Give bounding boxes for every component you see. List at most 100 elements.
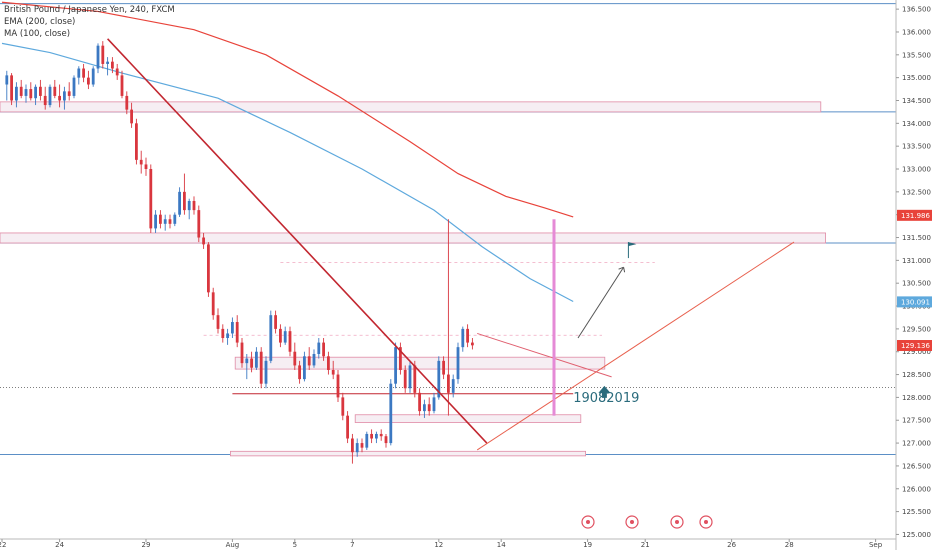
candle-body bbox=[365, 433, 369, 448]
candle-body bbox=[331, 369, 335, 375]
candle-body bbox=[437, 360, 441, 398]
price-tag bbox=[897, 340, 932, 352]
candle-body bbox=[226, 333, 229, 339]
candle-body bbox=[312, 354, 316, 366]
candle-body bbox=[399, 347, 402, 370]
candle-body bbox=[456, 347, 460, 380]
event-marker-dot-icon bbox=[586, 520, 590, 524]
candle-body bbox=[72, 77, 76, 96]
candlesticks bbox=[5, 41, 474, 464]
x-tick-label: Aug bbox=[226, 541, 240, 549]
candle-body bbox=[101, 45, 105, 64]
candle-body bbox=[211, 292, 215, 316]
candle-body bbox=[341, 397, 345, 416]
y-tick-label: 134.000 bbox=[902, 120, 931, 128]
price-axis: 125.000 125.500 126.000 126.500 127.000 127.5… bbox=[895, 0, 932, 550]
candle-body bbox=[39, 86, 42, 96]
candle-body bbox=[77, 68, 81, 78]
sr-zone bbox=[354, 414, 582, 423]
downtrend-line bbox=[107, 38, 488, 444]
candle-body bbox=[10, 75, 13, 101]
candle-body bbox=[58, 95, 61, 101]
projection-arrowhead bbox=[618, 266, 626, 273]
axis-background bbox=[896, 0, 932, 550]
candle-body bbox=[163, 219, 167, 224]
date-annotation: 19082019 bbox=[573, 391, 639, 406]
y-tick-label: 128.500 bbox=[902, 371, 931, 379]
projection-arrow bbox=[577, 266, 625, 339]
x-tick-label: 5 bbox=[293, 541, 297, 549]
support-resistance-zones bbox=[0, 101, 826, 457]
x-tick-label: 7 bbox=[350, 541, 354, 549]
candle-body bbox=[154, 214, 157, 229]
candle-body bbox=[53, 86, 57, 96]
candle-body bbox=[298, 365, 301, 380]
price-tag-label: 129.136 bbox=[901, 342, 930, 350]
y-tick-label: 125.000 bbox=[902, 531, 931, 539]
candle-body bbox=[403, 369, 407, 389]
candle-body bbox=[5, 75, 9, 85]
candle-body bbox=[231, 322, 234, 334]
candle-body bbox=[221, 328, 225, 339]
x-tick-label: 29 bbox=[142, 541, 151, 549]
y-tick-label: 133.500 bbox=[902, 143, 931, 151]
candle-body bbox=[168, 219, 172, 224]
x-tick-label: 14 bbox=[497, 541, 506, 549]
spike-bar bbox=[552, 219, 556, 416]
y-tick-label: 136.000 bbox=[902, 28, 931, 36]
sr-zone bbox=[229, 450, 587, 457]
candle-body bbox=[370, 433, 373, 439]
candle-body bbox=[96, 45, 100, 69]
x-tick-label: 24 bbox=[55, 541, 64, 549]
candle-body bbox=[63, 91, 66, 101]
price-tag bbox=[897, 209, 932, 221]
candle-body bbox=[322, 342, 325, 357]
candle-body bbox=[48, 86, 52, 106]
candle-body bbox=[135, 123, 138, 160]
candle-body bbox=[375, 433, 378, 439]
price-tag-label: 131.986 bbox=[901, 212, 930, 220]
candle-body bbox=[288, 331, 292, 352]
y-tick-label: 134.500 bbox=[902, 97, 931, 105]
event-marker-dot-icon bbox=[704, 520, 708, 524]
uptrend-line bbox=[476, 241, 795, 451]
candle-body bbox=[192, 200, 196, 211]
event-icons[interactable] bbox=[581, 515, 713, 529]
moving-averages bbox=[1, 1, 574, 303]
candle-body bbox=[43, 95, 47, 106]
y-tick-label: 126.000 bbox=[902, 485, 931, 493]
candle-body bbox=[144, 164, 148, 170]
candle-body bbox=[87, 77, 90, 85]
legend-ma: MA (100, close) bbox=[4, 29, 71, 39]
y-tick-label: 135.500 bbox=[902, 51, 931, 59]
ema-200-line bbox=[1, 1, 574, 218]
candle-body bbox=[240, 342, 244, 364]
candle-body bbox=[216, 315, 220, 329]
event-marker-dot-icon bbox=[675, 520, 679, 524]
candle-body bbox=[264, 360, 268, 384]
candle-body bbox=[82, 68, 85, 78]
candle-body bbox=[466, 328, 469, 343]
y-tick-label: 131.500 bbox=[902, 234, 931, 242]
candle-body bbox=[346, 415, 349, 439]
x-tick-label: 22 bbox=[0, 541, 6, 549]
candle-body bbox=[187, 200, 191, 211]
candle-body bbox=[255, 351, 258, 368]
candle-body bbox=[207, 244, 210, 293]
candle-body bbox=[149, 169, 153, 229]
candle-body bbox=[317, 342, 321, 355]
candle-body bbox=[130, 109, 133, 124]
candle-body bbox=[461, 328, 465, 348]
y-tick-label: 131.000 bbox=[902, 257, 931, 265]
candle-body bbox=[178, 191, 181, 215]
drawings: 19082019 bbox=[107, 38, 795, 451]
candle-body bbox=[269, 315, 273, 361]
x-tick-label: 12 bbox=[434, 541, 443, 549]
candle-body bbox=[427, 404, 431, 412]
candle-body bbox=[202, 237, 205, 245]
legend-ema: EMA (200, close) bbox=[4, 17, 76, 27]
sr-zone bbox=[0, 101, 822, 113]
x-tick-label: 28 bbox=[785, 541, 794, 549]
y-tick-label: 127.500 bbox=[902, 417, 931, 425]
